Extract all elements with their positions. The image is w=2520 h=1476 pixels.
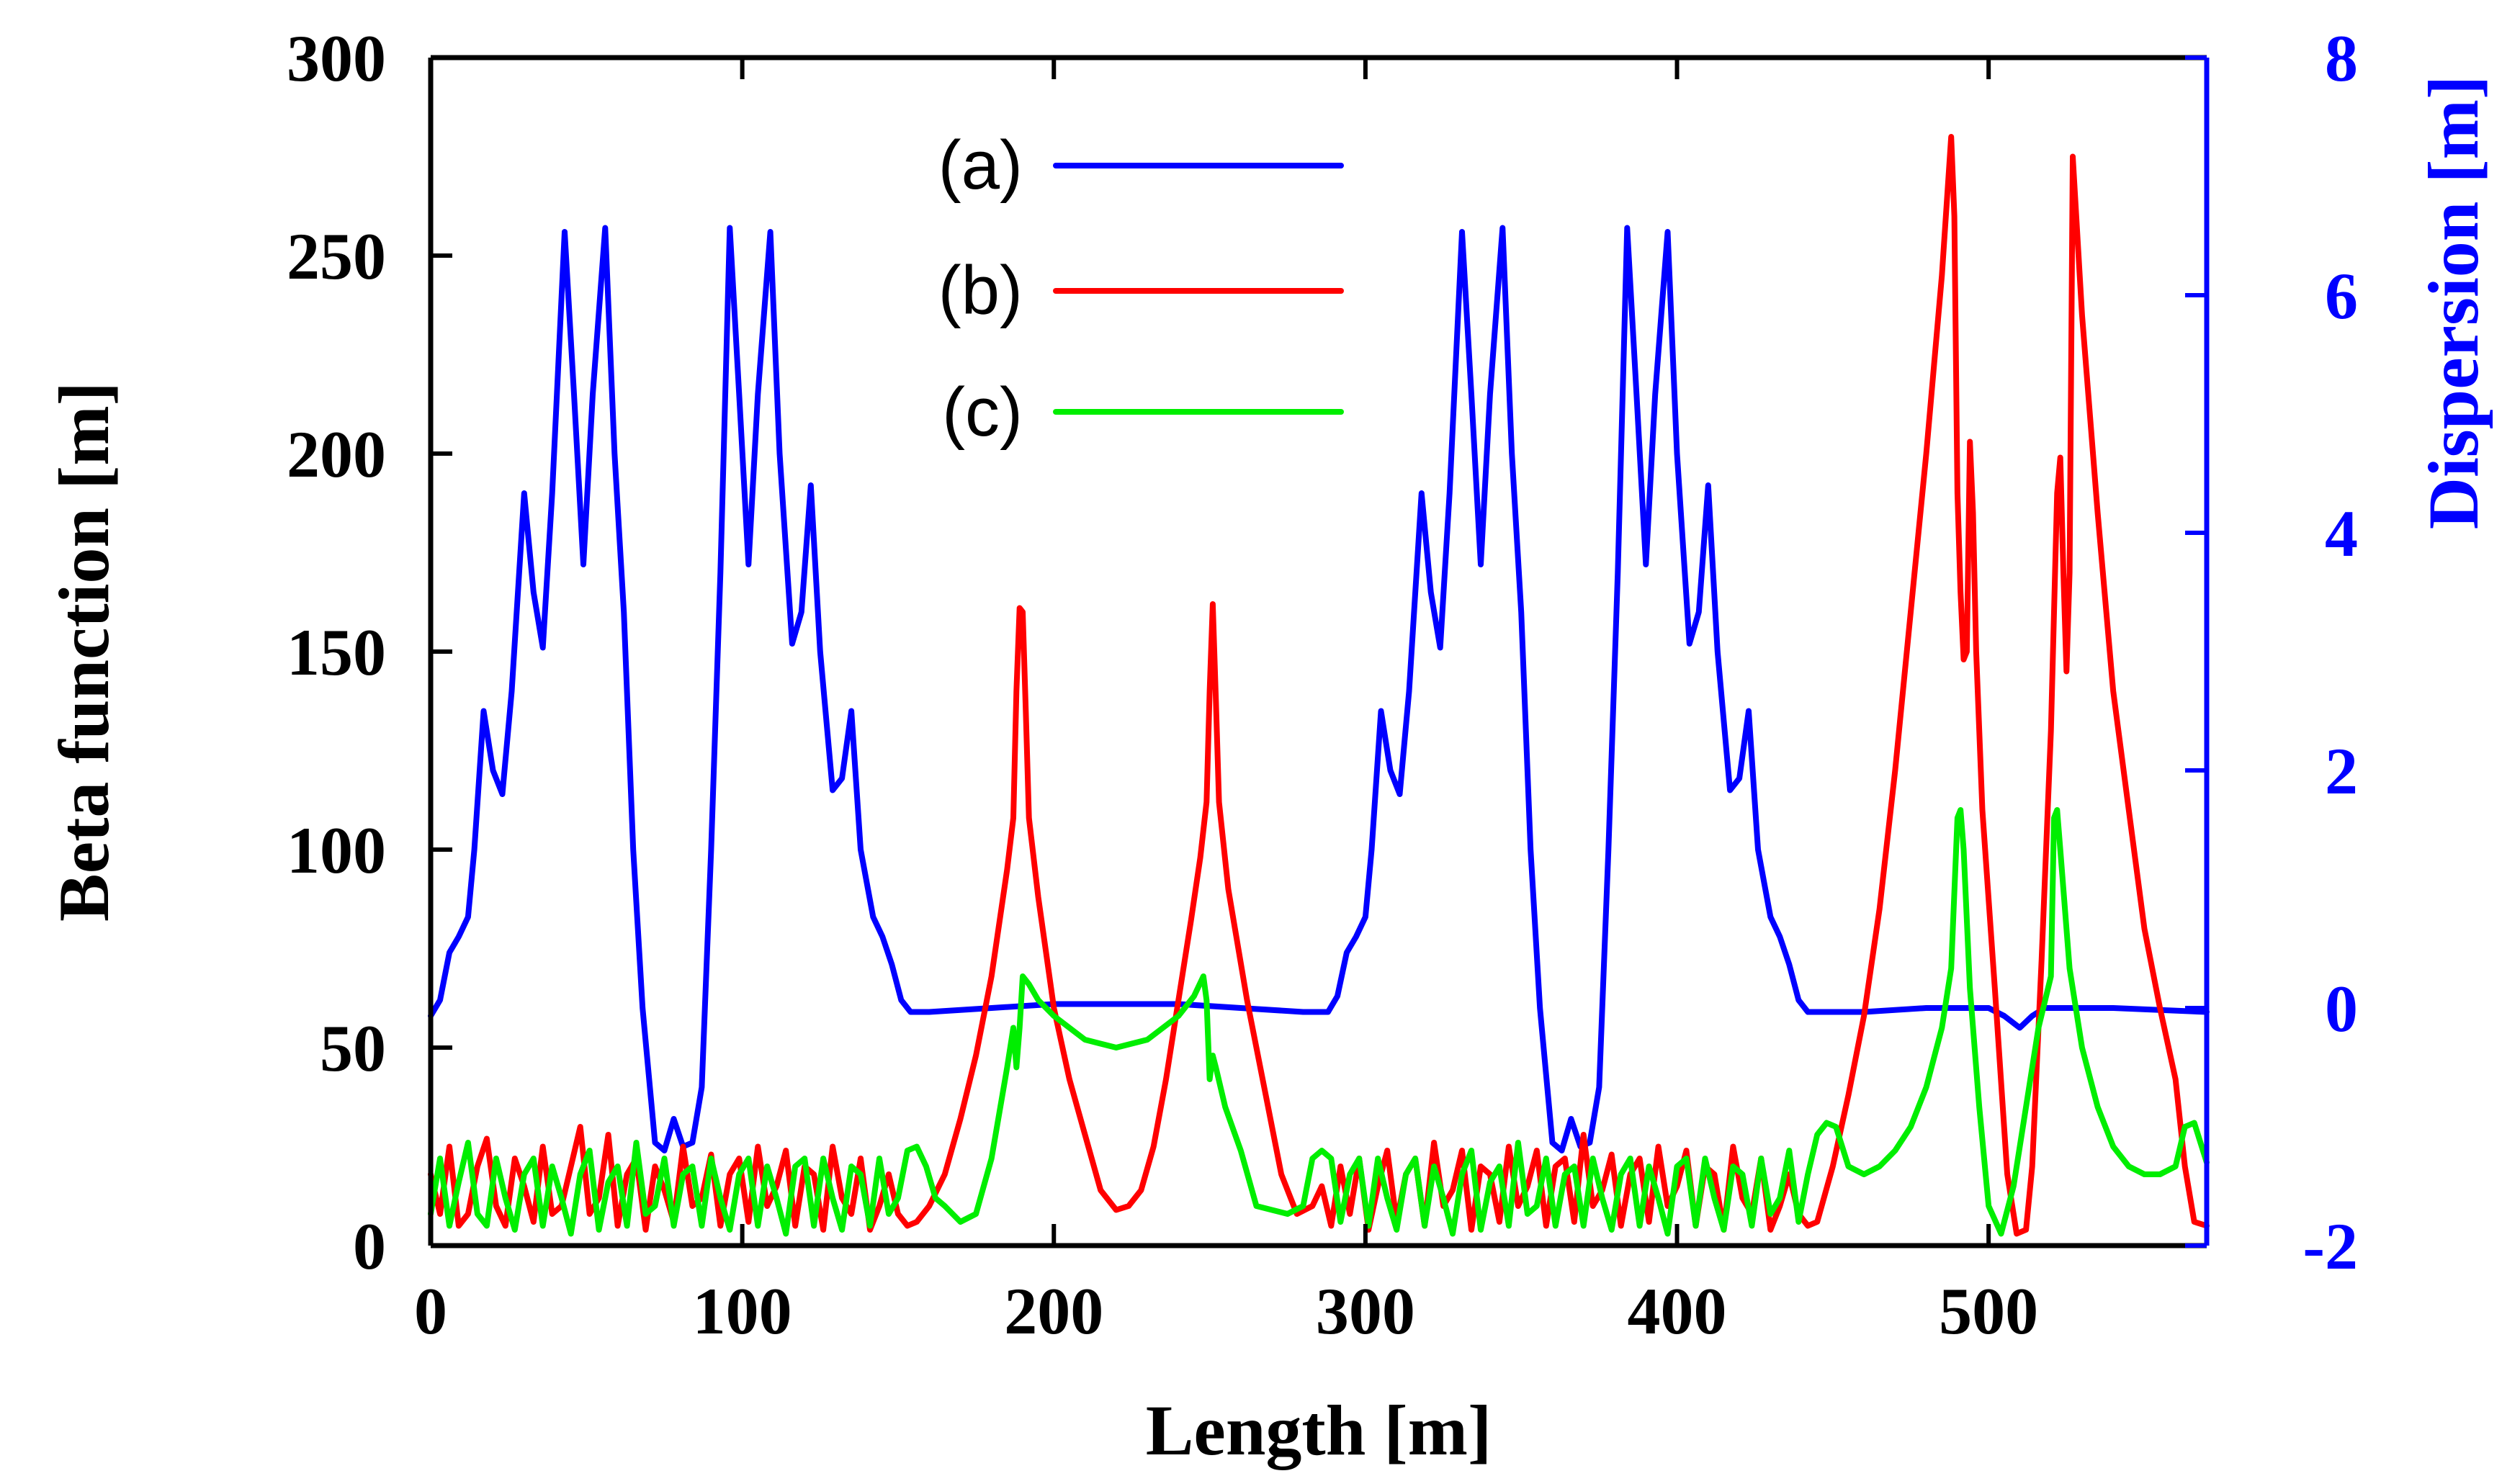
legend-label-c: (c) (942, 374, 1023, 451)
y-tick-label-left: 0 (353, 1210, 386, 1283)
y-tick-label-right: 8 (2325, 22, 2358, 95)
y-tick-label-left: 300 (287, 22, 386, 95)
series-line-b (428, 134, 2210, 1237)
y-axis-left-title: Beta function [m] (44, 382, 124, 922)
series-line-a (428, 225, 2210, 1153)
x-tick-label: 300 (1316, 1274, 1415, 1348)
legend-label-b: (b) (938, 252, 1023, 329)
ticks-layer: 0 100 200 300 400 500 0 50 100 150 200 250 300 -2 0 2 4 6… (287, 22, 2358, 1348)
y-tick-label-right: 0 (2325, 972, 2358, 1045)
x-tick-label: 200 (1004, 1274, 1103, 1348)
series-line-c (428, 807, 2210, 1237)
y-tick-label-left: 150 (287, 616, 386, 689)
x-tick-label: 400 (1628, 1274, 1727, 1348)
legend: (a) (b) (c) (938, 127, 1344, 451)
legend-label-a: (a) (938, 127, 1023, 204)
y-tick-label-right: 4 (2325, 497, 2358, 570)
y-tick-label-right: 2 (2325, 734, 2358, 808)
x-tick-label: 100 (693, 1274, 792, 1348)
y-tick-label-left: 50 (320, 1012, 386, 1085)
x-axis-title: Length [m] (1146, 1390, 1492, 1470)
y-tick-label-right: -2 (2302, 1210, 2358, 1283)
series-layer (428, 134, 2210, 1237)
y-tick-label-left: 100 (287, 814, 386, 887)
y-tick-label-left: 250 (287, 220, 386, 293)
x-tick-label: 500 (1939, 1274, 2038, 1348)
x-tick-label: 0 (414, 1274, 447, 1348)
y-tick-label-left: 200 (287, 418, 386, 491)
y-tick-label-right: 6 (2325, 259, 2358, 333)
y-axis-right-title: Dispersion [m] (2413, 76, 2493, 530)
